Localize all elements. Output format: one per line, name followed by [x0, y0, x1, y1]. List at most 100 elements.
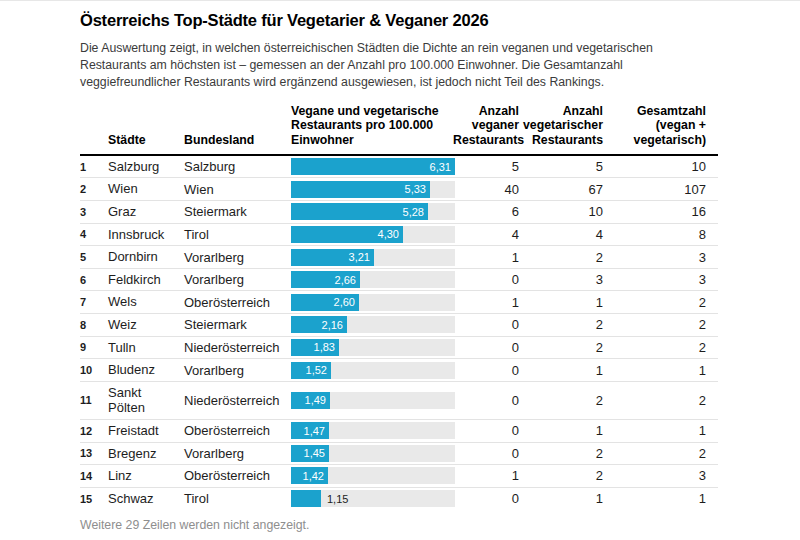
bar-value-label: 1,45	[304, 447, 329, 459]
bar-fill: 1,52	[291, 362, 331, 379]
datawrapper-table-card: Österreichs Top-Städte für Vegetarier & …	[0, 0, 798, 540]
vegan-count-cell: 6	[461, 204, 519, 219]
rank-cell: 7	[80, 296, 108, 308]
total-count-cell: 8	[603, 227, 718, 242]
vegetarian-count-cell: 1	[519, 295, 603, 310]
rank-cell: 12	[80, 425, 108, 437]
table-row: 3 Graz Steiermark 5,28 6 10 16	[80, 201, 718, 224]
rank-cell: 5	[80, 251, 108, 263]
city-cell: Wien	[108, 179, 184, 199]
vegan-count-cell: 40	[461, 182, 519, 197]
rank-cell: 4	[80, 228, 108, 240]
table-row: 10 Bludenz Vorarlberg 1,52 0 1 1	[80, 359, 718, 382]
table-row: 12 Freistadt Oberösterreich 1,47 0 1 1	[80, 420, 718, 443]
bar-value-label: 2,60	[334, 296, 359, 308]
vegetarian-count-cell: 2	[519, 468, 603, 483]
bar-cell: 2,60	[291, 294, 461, 311]
city-cell: Bludenz	[108, 360, 184, 380]
bar-cell: 1,52	[291, 362, 461, 379]
vegan-count-cell: 0	[461, 423, 519, 438]
table-row: 14 Linz Oberösterreich 1,42 1 2 3	[80, 465, 718, 488]
bar-fill: 1,42	[291, 467, 328, 484]
state-cell: Steiermark	[184, 204, 291, 219]
chart-description: Die Auswertung zeigt, in welchen österre…	[80, 40, 718, 92]
vegetarian-count-cell: 67	[519, 182, 603, 197]
bar-value-label: 1,49	[305, 394, 330, 406]
state-cell: Oberösterreich	[184, 295, 291, 310]
bar-cell: 6,31	[291, 158, 461, 175]
state-cell: Vorarlberg	[184, 363, 291, 378]
bar-value-label: 2,66	[335, 274, 360, 286]
state-cell: Steiermark	[184, 317, 291, 332]
total-count-cell: 3	[603, 272, 718, 287]
table-row: 13 Bregenz Vorarlberg 1,45 0 2 2	[80, 443, 718, 466]
state-cell: Oberösterreich	[184, 468, 291, 483]
vegan-count-cell: 0	[461, 363, 519, 378]
vegetarian-count-cell: 10	[519, 204, 603, 219]
vegan-count-cell: 0	[461, 491, 519, 506]
vegan-count-cell: 1	[461, 295, 519, 310]
rank-cell: 15	[80, 493, 108, 505]
total-count-cell: 1	[603, 491, 718, 506]
state-cell: Niederösterreich	[184, 340, 291, 355]
bar-fill: 2,66	[291, 271, 360, 288]
state-cell: Oberösterreich	[184, 423, 291, 438]
city-cell: Bregenz	[108, 444, 184, 464]
bar-cell: 1,47	[291, 422, 461, 439]
state-cell: Vorarlberg	[184, 250, 291, 265]
city-cell: Dornbirn	[108, 247, 184, 267]
bar-track: 6,31	[291, 158, 455, 175]
state-cell: Niederösterreich	[184, 393, 291, 408]
rank-cell: 1	[80, 161, 108, 173]
city-cell: Freistadt	[108, 421, 184, 441]
vegan-count-cell: 0	[461, 446, 519, 461]
total-count-cell: 1	[603, 363, 718, 378]
total-count-cell: 16	[603, 204, 718, 219]
rank-cell: 3	[80, 206, 108, 218]
hidden-rows-note: Weitere 29 Zeilen werden nicht angezeigt…	[80, 518, 718, 532]
total-count-cell: 3	[603, 250, 718, 265]
bar-cell: 1,49	[291, 392, 461, 409]
vegan-count-cell: 0	[461, 272, 519, 287]
bar-fill	[291, 490, 321, 507]
vegan-count-cell: 1	[461, 250, 519, 265]
bar-value-label: 6,31	[430, 161, 455, 173]
bar-track: 1,47	[291, 422, 455, 439]
bar-cell: 5,33	[291, 181, 461, 198]
bar-fill: 2,16	[291, 316, 347, 333]
city-cell: Tulln	[108, 338, 184, 358]
city-cell: Feldkirch	[108, 270, 184, 290]
bar-cell: 1,15	[291, 490, 461, 507]
table-row: 4 Innsbruck Tirol 4,30 4 4 8	[80, 224, 718, 247]
rank-cell: 13	[80, 447, 108, 459]
bar-value-label: 3,21	[349, 251, 374, 263]
table-row: 7 Wels Oberösterreich 2,60 1 1 2	[80, 291, 718, 314]
vegetarian-count-cell: 2	[519, 317, 603, 332]
bar-track: 5,28	[291, 203, 455, 220]
vegetarian-count-cell: 5	[519, 159, 603, 174]
table-header-row: Städte Bundesland Vegane und vegetarisch…	[80, 104, 718, 156]
total-count-cell: 2	[603, 340, 718, 355]
bar-cell: 2,16	[291, 316, 461, 333]
bar-track: 1,15	[291, 490, 455, 507]
bar-fill: 1,49	[291, 392, 330, 409]
state-cell: Wien	[184, 182, 291, 197]
bar-fill: 1,47	[291, 422, 329, 439]
rank-cell: 14	[80, 470, 108, 482]
bar-value-label: 5,33	[405, 183, 430, 195]
bar-value-label: 1,52	[306, 364, 331, 376]
vegetarian-count-cell: 4	[519, 227, 603, 242]
bar-track: 1,42	[291, 467, 455, 484]
bar-fill: 1,45	[291, 445, 329, 462]
vegan-count-cell: 0	[461, 317, 519, 332]
rank-cell: 11	[80, 394, 108, 406]
bar-fill: 4,30	[291, 226, 403, 243]
state-cell: Tirol	[184, 227, 291, 242]
total-count-cell: 107	[603, 182, 718, 197]
bar-fill: 6,31	[291, 158, 455, 175]
table-row: 8 Weiz Steiermark 2,16 0 2 2	[80, 314, 718, 337]
rank-cell: 8	[80, 319, 108, 331]
bar-value-label: 4,30	[378, 228, 403, 240]
total-count-cell: 2	[603, 317, 718, 332]
header-total-count: Gesamtzahl (vegan + vegetarisch)	[603, 104, 718, 148]
